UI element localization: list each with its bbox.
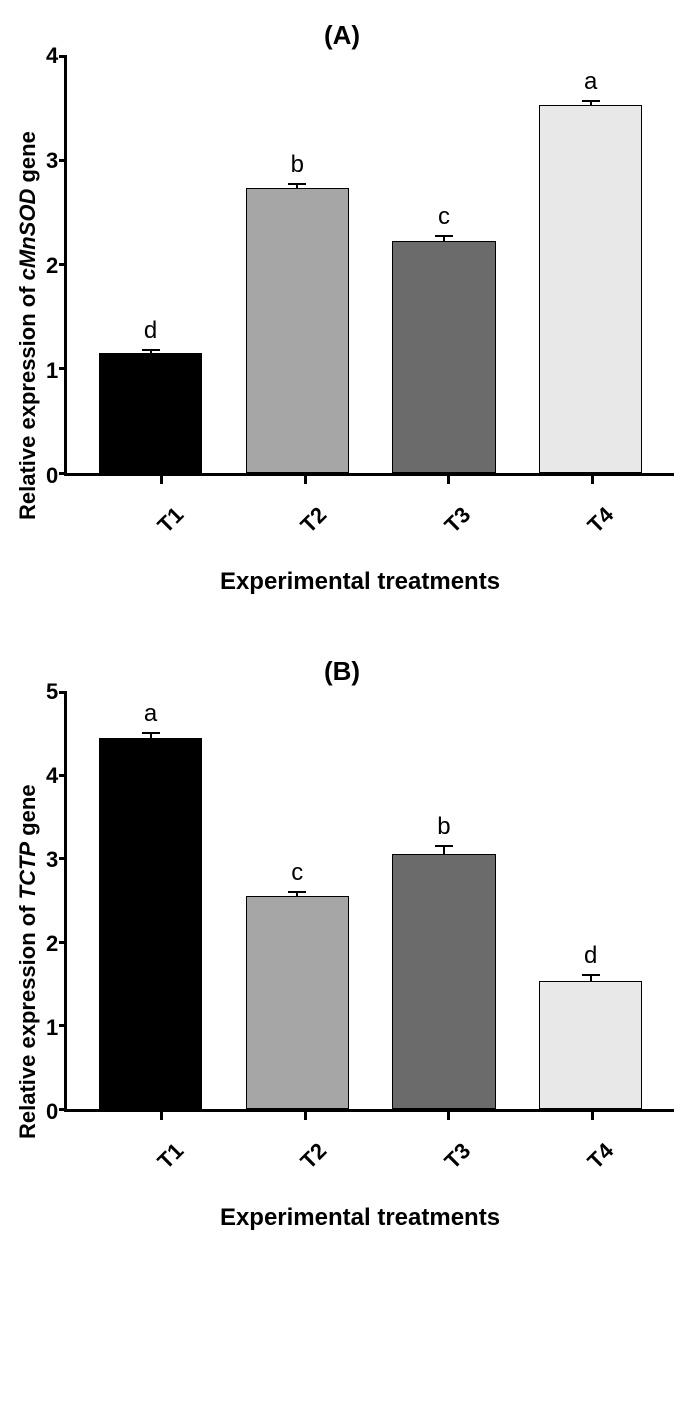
error-cap	[582, 100, 600, 102]
error-cap	[288, 891, 306, 893]
xtick-label: T3	[439, 1138, 476, 1175]
ytick-mark	[59, 857, 67, 860]
ytick-mark	[59, 55, 67, 58]
bar	[246, 188, 349, 473]
xtick-label: T4	[583, 1138, 620, 1175]
panel-a: (A) Relative expression of cMnSOD gene 4…	[10, 20, 674, 596]
panel-a-chart: Relative expression of cMnSOD gene 43210…	[10, 56, 674, 596]
panel-a-title: (A)	[10, 20, 674, 51]
xtick-label: T3	[439, 502, 476, 539]
ylabel-prefix: Relative expression of	[15, 281, 40, 521]
ytick-mark	[59, 941, 67, 944]
error-cap	[582, 974, 600, 976]
panel-a-plot-area: d b c a	[64, 56, 674, 476]
significance-label: c	[438, 203, 450, 231]
panel-b: (B) Relative expression of TCTP gene 543…	[10, 656, 674, 1232]
significance-label: a	[584, 68, 597, 96]
panel-a-xaxis: T1 T2 T3 T4	[80, 476, 674, 528]
error-bar	[590, 100, 592, 105]
bar	[246, 896, 349, 1109]
significance-label: b	[291, 151, 304, 179]
significance-label: c	[291, 859, 303, 887]
xtick: T1	[99, 476, 225, 528]
xtick-mark	[160, 1112, 163, 1120]
bar	[99, 353, 202, 473]
bar-slot: c	[379, 56, 508, 473]
bar-slot: a	[86, 692, 215, 1109]
error-cap	[142, 349, 160, 351]
bar-slot: b	[233, 56, 362, 473]
error-bar	[296, 891, 298, 897]
xtick: T1	[99, 1112, 225, 1164]
xtick-label: T1	[152, 502, 189, 539]
significance-label: a	[144, 700, 157, 728]
xtick-mark	[591, 476, 594, 484]
error-bar	[443, 845, 445, 853]
xtick-label: T1	[152, 1138, 189, 1175]
error-bar	[296, 183, 298, 188]
xtick: T2	[242, 476, 368, 528]
error-bar	[443, 235, 445, 240]
significance-label: d	[584, 942, 597, 970]
error-bar	[150, 732, 152, 738]
panel-b-plot-area: a c b d	[64, 692, 674, 1112]
significance-label: b	[437, 813, 450, 841]
ytick-mark	[59, 1108, 67, 1111]
xtick: T4	[529, 476, 655, 528]
xtick-mark	[591, 1112, 594, 1120]
xtick-mark	[160, 476, 163, 484]
ylabel-prefix: Relative expression of	[15, 900, 40, 1140]
xtick-mark	[447, 1112, 450, 1120]
significance-label: d	[144, 317, 157, 345]
ytick-mark	[59, 472, 67, 475]
error-cap	[435, 845, 453, 847]
xtick: T3	[386, 1112, 512, 1164]
panel-b-xaxis: T1 T2 T3 T4	[80, 1112, 674, 1164]
panel-a-yaxis: 43210	[46, 56, 64, 476]
xtick: T3	[386, 476, 512, 528]
ytick-mark	[59, 159, 67, 162]
ytick-mark	[59, 367, 67, 370]
xtick-label: T4	[583, 502, 620, 539]
xtick-mark	[447, 476, 450, 484]
xtick: T4	[529, 1112, 655, 1164]
panel-b-xlabel: Experimental treatments	[46, 1204, 674, 1232]
xtick-mark	[304, 1112, 307, 1120]
ylabel-gene: TCTP	[15, 842, 40, 899]
error-cap	[288, 183, 306, 185]
ylabel-gene: cMnSOD	[15, 189, 40, 281]
error-cap	[142, 732, 160, 734]
bar	[539, 105, 642, 473]
bar-slot: b	[379, 692, 508, 1109]
bar-slot: d	[86, 56, 215, 473]
panel-b-chart: Relative expression of TCTP gene 543210 …	[10, 692, 674, 1232]
ytick-mark	[59, 691, 67, 694]
panel-b-ylabel: Relative expression of TCTP gene	[10, 692, 46, 1232]
bar	[392, 854, 495, 1109]
panel-b-title: (B)	[10, 656, 674, 687]
panel-a-ylabel: Relative expression of cMnSOD gene	[10, 56, 46, 596]
bar	[99, 738, 202, 1109]
panel-b-yaxis: 543210	[46, 692, 64, 1112]
bar	[392, 241, 495, 473]
ytick-mark	[59, 774, 67, 777]
bar	[539, 981, 642, 1109]
xtick: T2	[242, 1112, 368, 1164]
bar-slot: c	[233, 692, 362, 1109]
ylabel-suffix: gene	[15, 785, 40, 842]
error-bar	[150, 349, 152, 353]
figure-container: (A) Relative expression of cMnSOD gene 4…	[0, 0, 684, 1312]
ylabel-suffix: gene	[15, 132, 40, 189]
xtick-label: T2	[296, 502, 333, 539]
ytick-mark	[59, 263, 67, 266]
xtick-label: T2	[296, 1138, 333, 1175]
panel-a-xlabel: Experimental treatments	[46, 568, 674, 596]
error-bar	[590, 974, 592, 982]
bar-slot: a	[526, 56, 655, 473]
bar-slot: d	[526, 692, 655, 1109]
ytick-mark	[59, 1024, 67, 1027]
xtick-mark	[304, 476, 307, 484]
error-cap	[435, 235, 453, 237]
